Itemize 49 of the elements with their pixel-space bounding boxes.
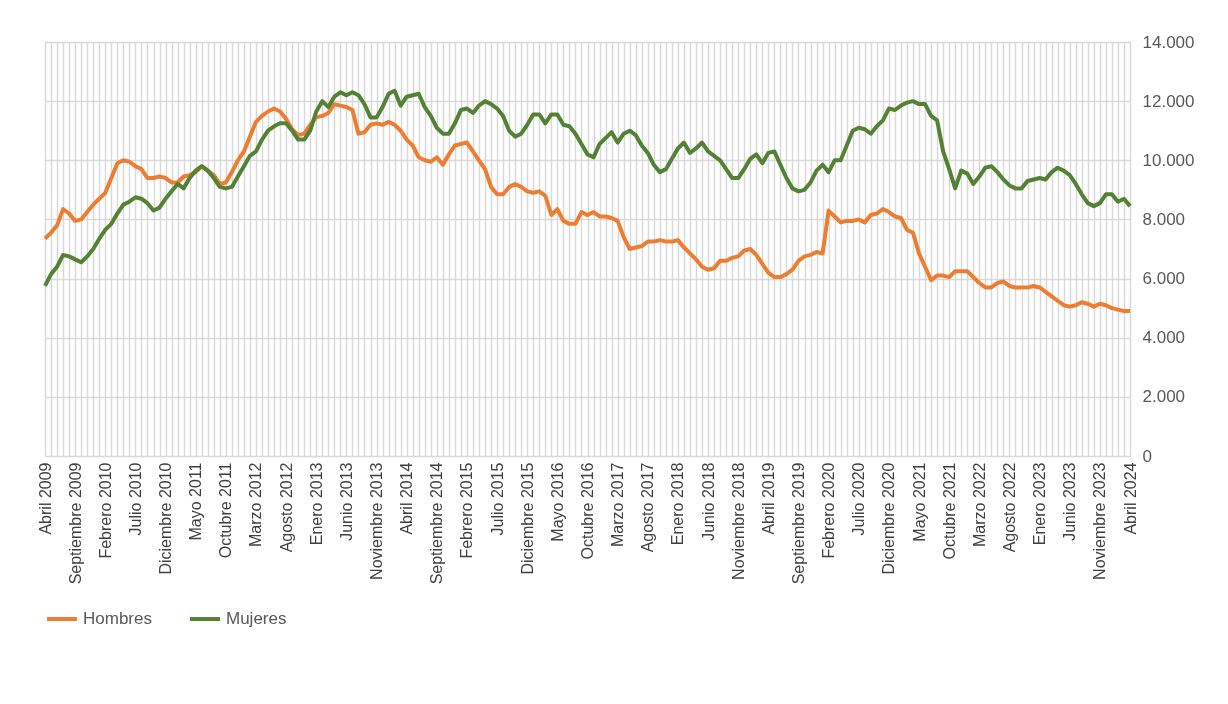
x-tick-label: Febrero 2010 <box>96 462 114 559</box>
legend-label: Mujeres <box>226 609 287 628</box>
x-tick-label: Mayo 2011 <box>187 462 205 541</box>
x-tick-label: Noviembre 2018 <box>729 462 747 580</box>
line-series <box>43 102 1132 314</box>
x-tick-label: Marzo 2017 <box>609 462 627 547</box>
y-tick-label: 12.000 <box>1142 91 1195 111</box>
x-tick-label: Abril 2009 <box>36 462 54 535</box>
x-tick-label: Febrero 2020 <box>820 462 838 559</box>
x-tick-label: Octubre 2021 <box>940 462 958 560</box>
x-tick-label: Junio 2013 <box>337 462 355 541</box>
y-tick-label: 10.000 <box>1142 150 1195 170</box>
x-tick-label: Octubre 2016 <box>579 462 596 560</box>
legend-label: Hombres <box>83 609 152 628</box>
x-tick-label: Enero 2023 <box>1031 462 1049 546</box>
x-tick-label: Abril 2014 <box>398 462 416 535</box>
x-tick-label: Septiembre 2019 <box>789 462 807 585</box>
x-tick-label: Abril 2024 <box>1121 462 1139 535</box>
x-tick-label: Julio 2010 <box>126 462 144 536</box>
y-tick-label: 4.000 <box>1142 328 1186 348</box>
x-tick-label: Enero 2013 <box>307 462 325 546</box>
y-tick-label: 2.000 <box>1142 387 1186 407</box>
y-tick-label: 0 <box>1142 446 1152 466</box>
x-tick-label: Abril 2019 <box>759 462 777 535</box>
x-tick-label: Julio 2020 <box>850 462 868 536</box>
x-tick-label: Marzo 2022 <box>970 462 988 547</box>
x-tick-label: Mayo 2021 <box>910 462 928 542</box>
x-tick-label: Enero 2018 <box>669 462 687 546</box>
y-tick-label: 6.000 <box>1142 269 1186 289</box>
x-tick-label: Marzo 2012 <box>247 462 265 547</box>
x-tick-label: Noviembre 2023 <box>1091 462 1109 580</box>
x-tick-label: Julio 2015 <box>488 462 506 536</box>
y-tick-label: 8.000 <box>1142 209 1186 229</box>
x-tick-label: Diciembre 2010 <box>157 462 175 575</box>
x-tick-label: Agosto 2022 <box>1000 462 1018 553</box>
x-tick-label: Septiembre 2009 <box>66 462 84 585</box>
x-tick-label: Junio 2018 <box>699 462 717 541</box>
x-tick-label: Octubre 2011 <box>217 462 235 559</box>
x-tick-label: Agosto 2017 <box>639 462 657 553</box>
x-tick-label: Febrero 2015 <box>458 462 476 559</box>
x-tick-label: Agosto 2012 <box>277 462 295 553</box>
x-tick-label: Junio 2023 <box>1061 462 1079 541</box>
x-tick-label: Noviembre 2013 <box>368 462 386 580</box>
line-series <box>43 88 1132 288</box>
y-tick-label: 14.000 <box>1142 32 1195 52</box>
x-tick-label: Diciembre 2015 <box>518 462 536 575</box>
x-tick-label: Diciembre 2020 <box>880 462 898 575</box>
x-tick-label: Septiembre 2014 <box>428 462 446 585</box>
x-tick-label: Mayo 2016 <box>548 462 566 542</box>
